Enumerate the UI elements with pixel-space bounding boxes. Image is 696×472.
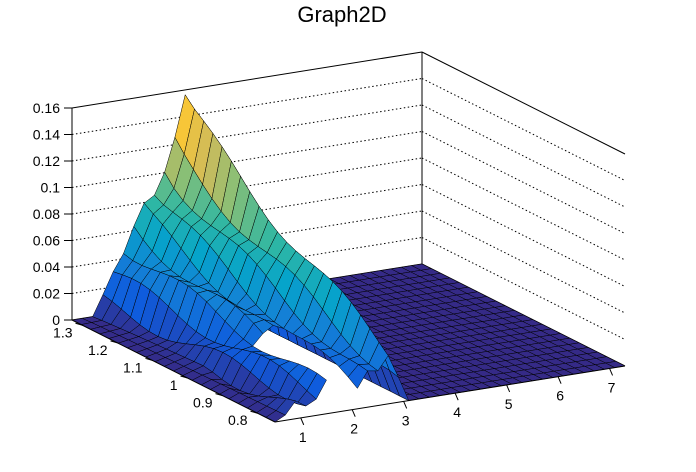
y-tick-label: 1.1: [123, 359, 143, 375]
frame-edge: [421, 51, 626, 155]
y-tick-mark: [215, 393, 223, 397]
x-tick-mark: [403, 401, 408, 409]
z-axis-ticks: 0 0.02 0.04 0.06 0.08 0.1 0.12 0.14 0.16: [33, 100, 73, 328]
z-tick-label: 0.14: [33, 127, 60, 143]
z-gridline: [421, 104, 626, 208]
z-tick-label: 0: [52, 312, 60, 328]
z-tick-label: 0.02: [33, 286, 60, 302]
x-tick-label: 5: [505, 396, 513, 412]
z-tick-label: 0.12: [33, 153, 60, 169]
x-tick-mark: [609, 368, 614, 376]
z-gridline: [421, 78, 626, 181]
z-gridline: [421, 210, 626, 314]
z-tick-label: 0.08: [33, 206, 60, 222]
x-tick-mark: [300, 417, 305, 426]
surface-cell: [347, 364, 368, 389]
z-gridline: [71, 157, 423, 215]
x-tick-label: 3: [402, 412, 410, 428]
x-tick-label: 7: [608, 379, 616, 395]
x-tick-mark: [454, 392, 459, 401]
y-tick-label: 1.2: [88, 342, 108, 358]
y-tick-label: 1: [170, 377, 178, 393]
z-tick-label: 0.16: [33, 100, 60, 116]
z-gridline: [421, 157, 626, 261]
y-tick-mark: [110, 340, 118, 344]
z-gridline: [421, 184, 626, 287]
y-axis-ticks: 1.3 1.2 1.1 1 0.9 0.8: [53, 322, 258, 428]
z-tick-label: 0.1: [41, 180, 61, 196]
z-gridline: [71, 78, 423, 135]
x-tick-label: 4: [453, 404, 461, 420]
frame-edge: [71, 319, 276, 423]
x-axis-ticks: 1 2 3 4 5 6 7: [299, 368, 616, 445]
frame-edge: [71, 51, 423, 109]
frame-edge: [274, 365, 626, 423]
x-tick-mark: [506, 384, 511, 393]
y-tick-label: 0.8: [228, 412, 248, 428]
z-gridline: [421, 237, 626, 340]
x-tick-label: 6: [556, 388, 564, 404]
y-tick-mark: [145, 357, 153, 361]
y-tick-label: 0.9: [193, 395, 213, 411]
y-tick-mark: [75, 322, 83, 326]
chart-title: Graph2D: [297, 2, 386, 27]
x-tick-label: 2: [350, 421, 358, 437]
axes-frame-front: [71, 319, 626, 423]
z-gridline: [71, 131, 423, 188]
x-tick-mark: [557, 376, 562, 384]
y-tick-mark: [180, 375, 188, 379]
y-tick-mark: [250, 410, 258, 414]
z-tick-label: 0.04: [33, 259, 60, 275]
z-gridline: [71, 104, 423, 162]
surface-plot: [71, 93, 626, 423]
z-gridline: [421, 131, 626, 234]
z-tick-label: 0.06: [33, 233, 60, 249]
x-tick-label: 1: [299, 429, 307, 445]
x-tick-mark: [351, 409, 356, 417]
y-tick-label: 1.3: [53, 324, 73, 340]
